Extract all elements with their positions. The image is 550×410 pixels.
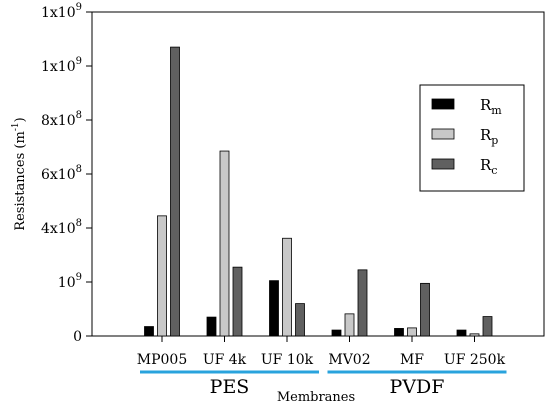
y-tick-label-base: 1x10 (41, 59, 76, 75)
bar-rm-3 (331, 329, 342, 337)
y-axis-title-text: Resistances (m (13, 131, 28, 231)
group-label: PVDF (390, 376, 445, 398)
legend-label-rc: Rc (480, 156, 497, 177)
x-tick-label: MP005 (137, 352, 187, 368)
y-tick-label-base: 1x10 (41, 5, 76, 21)
group-label: PES (210, 376, 250, 398)
legend-label-sub: c (491, 164, 497, 177)
bar-rm-2 (269, 280, 279, 337)
group-labels: PES PVDF (140, 370, 507, 398)
x-tick-label: UF 10k (261, 352, 314, 368)
y-tick-label: 0 (73, 329, 82, 345)
legend-label-sub: p (491, 134, 498, 147)
x-tick-label: UF 250k (444, 352, 506, 368)
bar-rp-0 (157, 215, 167, 337)
y-tick-label-exp: 8 (76, 164, 82, 175)
legend-label-rm: Rm (480, 96, 502, 117)
y-tick-label-exp: 8 (76, 218, 82, 229)
x-axis-title: Membranes (277, 390, 355, 405)
bar-rc-0 (170, 46, 180, 337)
y-axis-title: Resistances (m-1) (11, 117, 28, 230)
y-tick-label-exp: 9 (76, 2, 82, 13)
bar-rc-4 (420, 282, 430, 337)
bars-layer (144, 46, 493, 337)
bar-rm-4 (394, 328, 404, 337)
x-tick-label: MV02 (328, 352, 370, 368)
legend-label-sub: m (491, 104, 502, 117)
y-tick-label: 8x108 (41, 110, 82, 129)
bar-rp-3 (344, 313, 355, 337)
x-tick-label: UF 4k (203, 352, 247, 368)
bar-rm-0 (144, 326, 154, 337)
legend-swatch-rp (431, 128, 455, 140)
bar-rm-1 (206, 316, 217, 337)
bar-rp-1 (219, 150, 230, 337)
y-tick-label-base: 10 (58, 275, 76, 291)
x-tick-label: MF (400, 352, 424, 368)
y-tick-label: 4x108 (41, 218, 82, 237)
y-tick-label: 109 (58, 272, 82, 291)
y-axis-title-close: ) (13, 117, 28, 122)
legend-label-base: R (480, 126, 492, 144)
y-tick-label-exp: 8 (76, 110, 82, 121)
y-tick-label: 6x108 (41, 164, 82, 183)
y-tick-label-base: 8x10 (41, 113, 76, 129)
legend-label-rp: Rp (480, 126, 498, 147)
y-tick-label-exp: 9 (76, 272, 82, 283)
bar-rc-2 (295, 303, 305, 337)
bar-rc-5 (482, 316, 493, 337)
y-tick-label-exp: 9 (76, 56, 82, 67)
legend-label-base: R (480, 96, 492, 114)
y-axis-title-sup: -1 (11, 122, 21, 131)
y-tick-label-base: 6x10 (41, 167, 76, 183)
y-tick-label-base: 4x10 (41, 221, 76, 237)
y-tick-label: 1x109 (41, 56, 82, 75)
y-tick-label-base: 0 (73, 329, 82, 345)
bar-rp-2 (282, 237, 292, 337)
bar-rp-5 (469, 333, 480, 337)
bar-rp-4 (407, 327, 417, 337)
y-tick-label: 1x109 (41, 2, 82, 21)
x-axis: MP005 UF 4k UF 10k MV02 MF UF 250k (137, 336, 506, 368)
bar-rc-3 (357, 269, 368, 337)
bar-rc-1 (232, 266, 243, 337)
bar-rm-5 (456, 329, 467, 337)
legend-swatch-rc (431, 158, 455, 170)
legend-label-base: R (480, 156, 492, 174)
legend-swatch-rm (431, 98, 455, 110)
